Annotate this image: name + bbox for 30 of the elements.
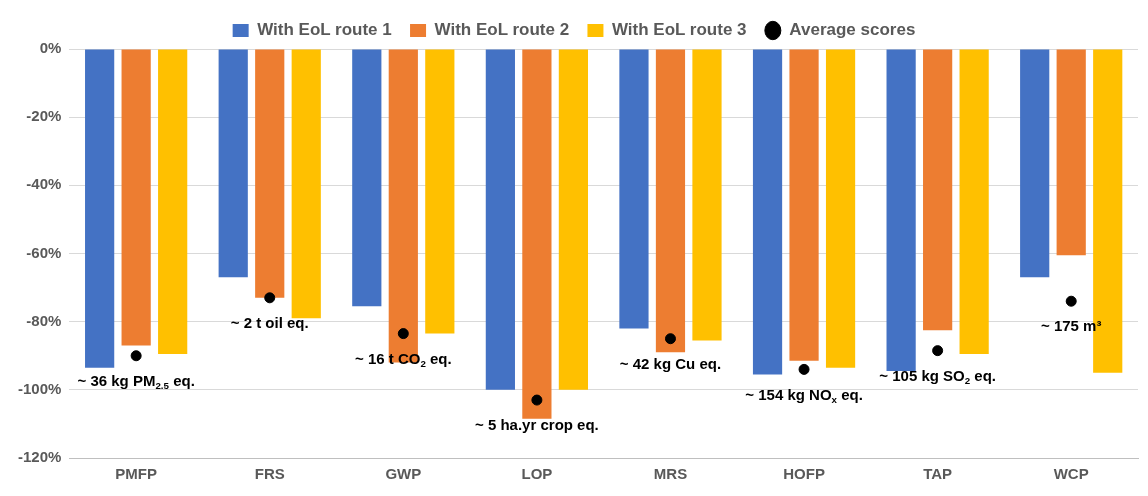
x-tick-label: MRS — [653, 465, 688, 483]
annotation: ~ 2 t oil eq. — [230, 313, 309, 331]
annotation: ~ 42 kg Cu eq. — [619, 354, 722, 372]
x-tick-label: TAP — [923, 465, 953, 483]
y-tick-label: -120% — [18, 448, 62, 466]
y-tick-label: -20% — [26, 107, 62, 125]
x-tick-label: FRS — [254, 465, 285, 483]
point — [664, 333, 676, 345]
point — [1065, 295, 1077, 307]
point — [130, 350, 142, 362]
y-tick-label: -100% — [18, 379, 62, 397]
y-tick-label: -40% — [26, 175, 62, 193]
point — [798, 363, 810, 375]
point — [932, 345, 944, 357]
x-tick-label: GWP — [385, 465, 422, 483]
legend-label: With EoL route 3 — [611, 20, 747, 40]
point — [531, 394, 543, 406]
annotation: ~ 5 ha.yr crop eq. — [474, 416, 599, 434]
legend-label: With EoL route 1 — [257, 20, 392, 40]
point — [264, 292, 276, 304]
x-tick-label: HOFP — [783, 465, 825, 483]
x-tick-label: PMFP — [115, 465, 157, 483]
legend-label: Average scores — [789, 20, 916, 40]
y-tick-label: 0% — [39, 39, 62, 57]
y-tick-label: -60% — [26, 243, 62, 261]
x-tick-label: LOP — [521, 465, 553, 483]
legend-label: With EoL route 2 — [434, 20, 570, 40]
y-tick-label: -80% — [26, 311, 62, 329]
x-tick-label: WCP — [1053, 465, 1089, 483]
point — [397, 328, 409, 340]
